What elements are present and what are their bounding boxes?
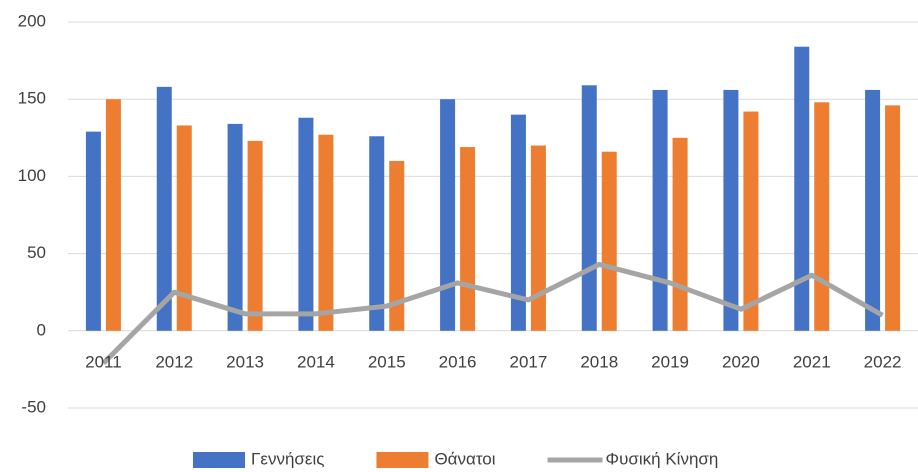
legend-swatch (376, 452, 429, 468)
line (101, 261, 884, 365)
bar (865, 89, 881, 331)
bar (298, 117, 314, 331)
bar (723, 89, 739, 331)
legend-label: Θάνατοι (434, 449, 495, 468)
bar (369, 136, 385, 331)
bar (885, 105, 901, 331)
bar (672, 137, 688, 331)
bar (814, 102, 830, 331)
y-tick-label: 150 (18, 89, 46, 108)
y-tick-label: 200 (18, 11, 46, 30)
x-tick-label: 2021 (793, 352, 831, 371)
y-tick-label: 100 (18, 166, 46, 185)
y-tick-label: 50 (27, 243, 46, 262)
x-tick-label: 2018 (580, 352, 618, 371)
y-tick-label: -50 (21, 397, 46, 416)
bar (176, 125, 192, 331)
legend-label: Φυσική Κίνηση (606, 449, 719, 468)
x-tick-label: 2019 (651, 352, 689, 371)
bar (743, 111, 759, 331)
x-tick-label: 2014 (297, 352, 335, 371)
bar (530, 145, 546, 331)
bar (227, 123, 243, 331)
bar (389, 160, 405, 331)
bar (510, 114, 526, 331)
bar (794, 46, 810, 331)
bar (318, 134, 334, 331)
y-tick-label: 0 (37, 320, 46, 339)
x-tick-label: 2012 (155, 352, 193, 371)
bar (440, 99, 456, 331)
bar (247, 140, 263, 331)
legend-swatch (193, 452, 245, 468)
bar (460, 147, 476, 331)
x-tick-label: 2013 (226, 352, 264, 371)
x-tick-label: 2016 (439, 352, 477, 371)
x-tick-label: 2022 (864, 352, 902, 371)
bar (85, 131, 101, 331)
x-tick-label: 2020 (722, 352, 760, 371)
bar (601, 151, 617, 331)
x-tick-label: 2015 (368, 352, 406, 371)
bar (156, 86, 172, 331)
x-tick-label: 2017 (510, 352, 548, 371)
legend-label: Γεννήσεις (251, 449, 324, 468)
bar (652, 89, 668, 331)
bar (105, 99, 121, 331)
bar (581, 85, 597, 331)
x-tick-label: 2011 (85, 352, 122, 371)
